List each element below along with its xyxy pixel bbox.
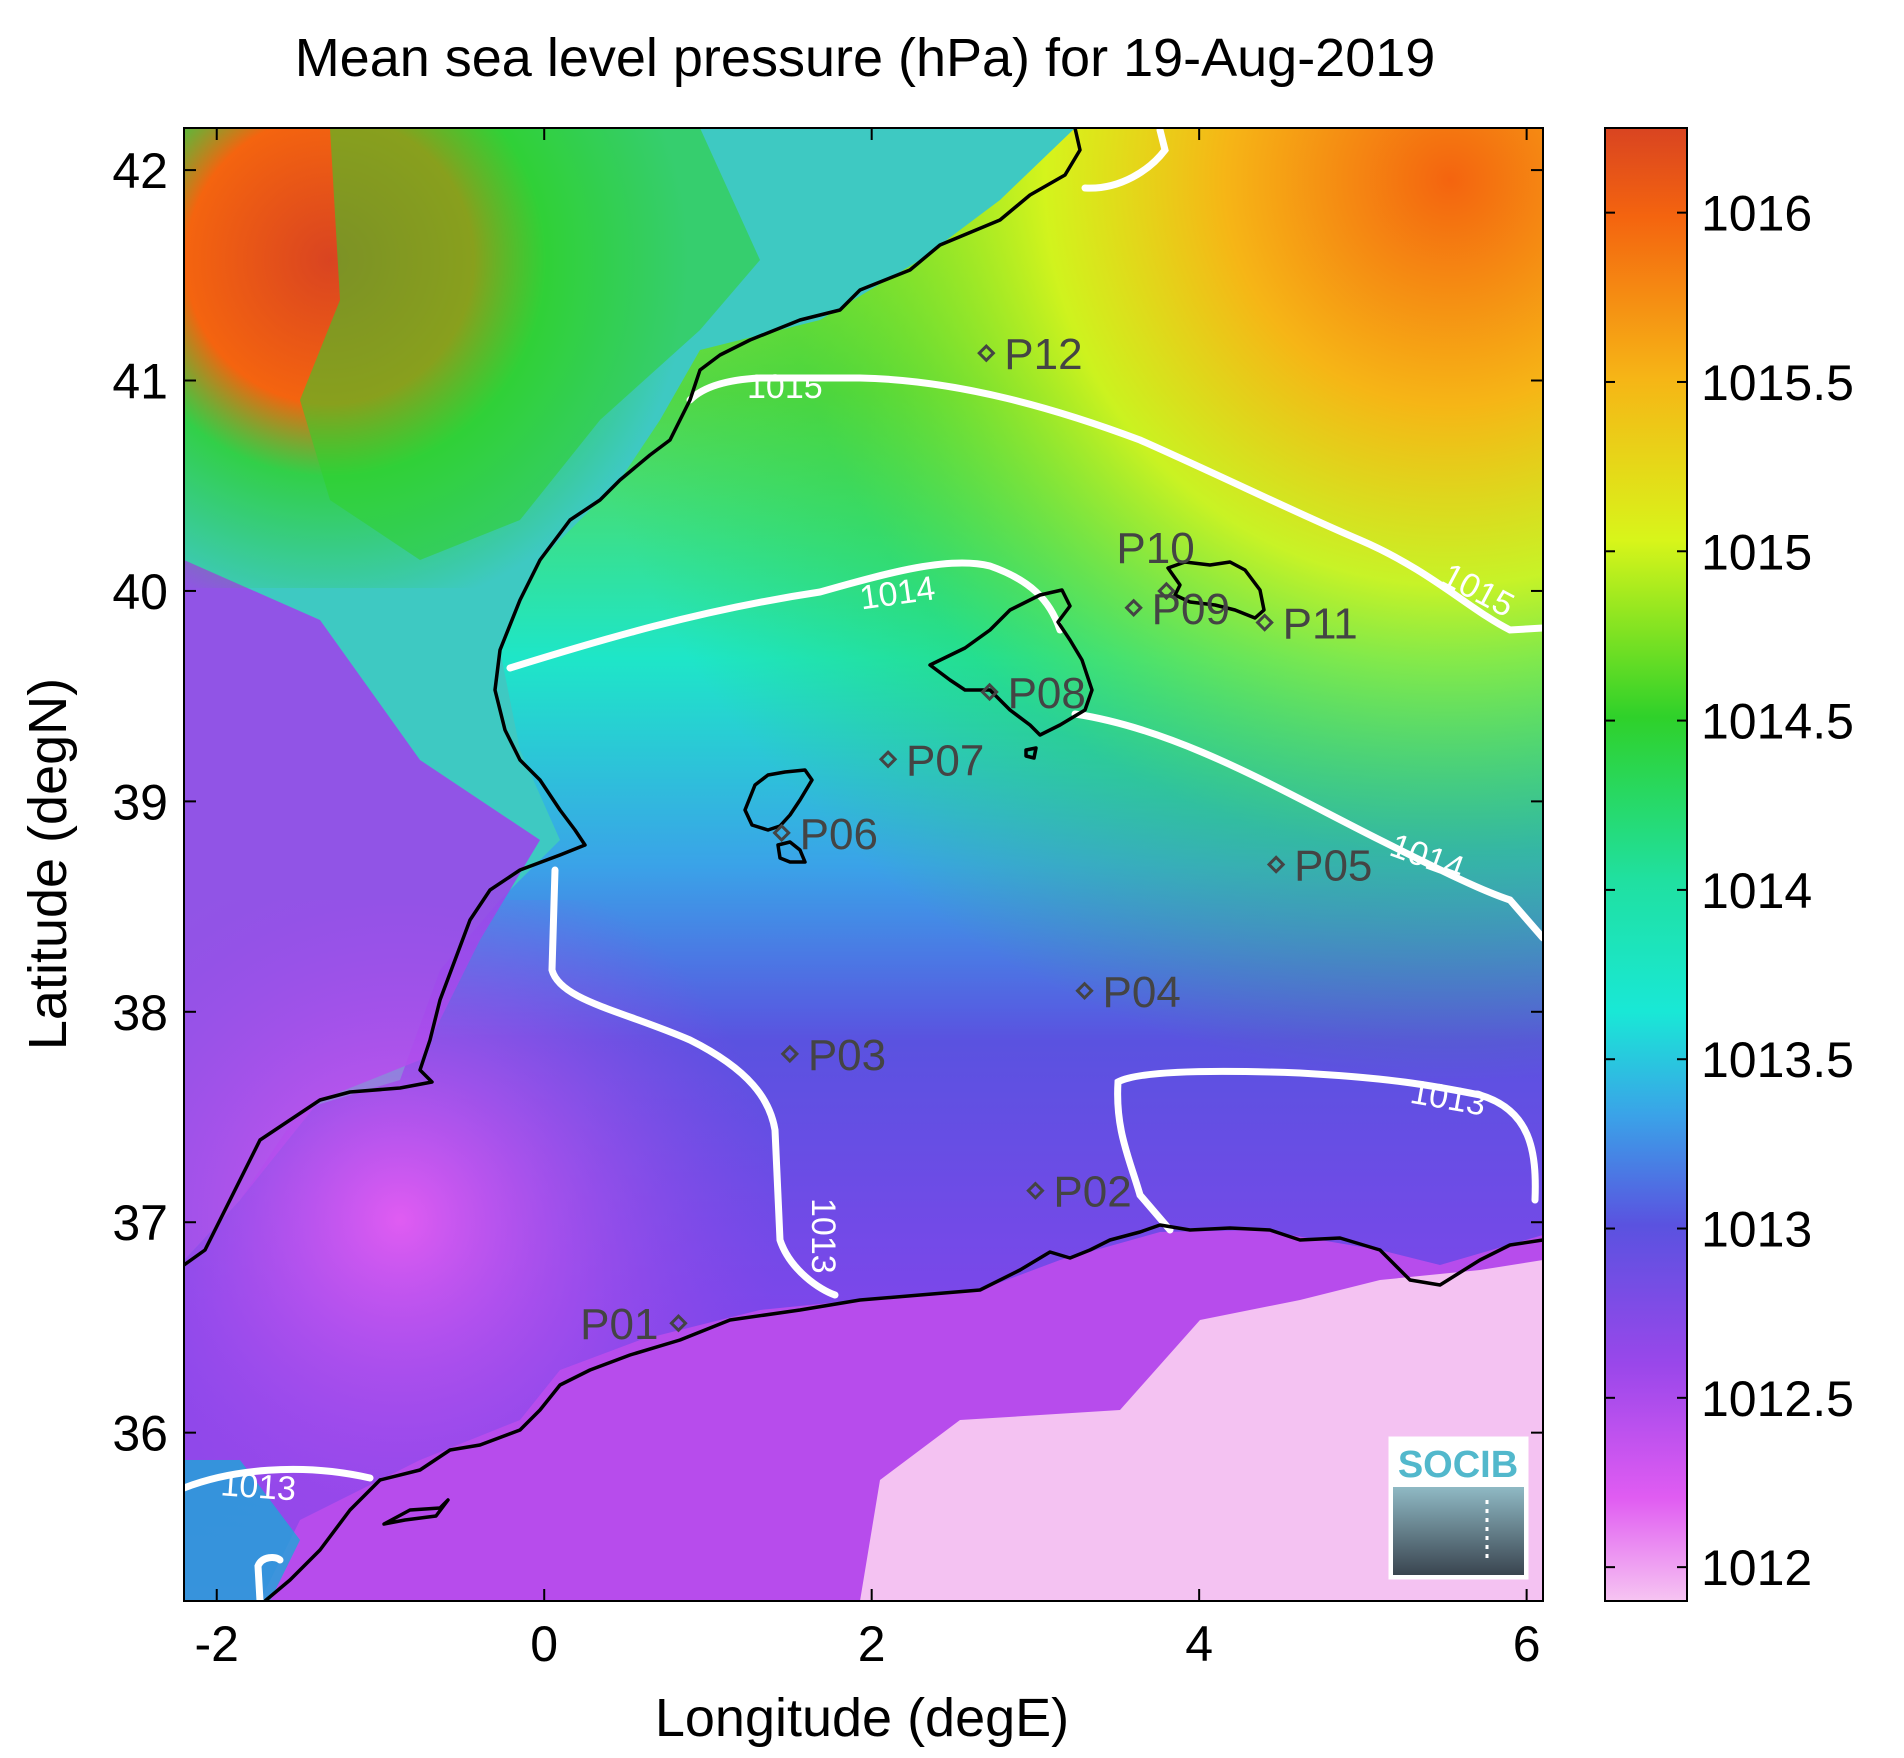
station-p01: P01 <box>580 1300 688 1349</box>
sw-corner-patch <box>184 1460 300 1601</box>
station-marker <box>772 823 791 843</box>
station-p02: P02 <box>1026 1168 1132 1217</box>
station-marker <box>1157 581 1176 601</box>
map-field <box>184 128 1543 1601</box>
station-label: P11 <box>1283 600 1358 649</box>
colorbar-tick-label: 1013 <box>1701 1202 1812 1258</box>
station-p09: P09 <box>1124 585 1230 634</box>
formentera-coastline <box>776 840 807 864</box>
x-tick-label: 2 <box>858 1616 886 1672</box>
station-p04: P04 <box>1075 968 1181 1017</box>
station-label: P05 <box>1294 842 1372 891</box>
y-tick-label: 38 <box>112 985 168 1041</box>
sw-coastline-fragment <box>382 1498 450 1526</box>
colorbar-ticks: 1012 1012.5 1013 1013.5 1014 1014.5 1015 1015.5… <box>1605 186 1854 1596</box>
contour-1014-north <box>506 559 1064 672</box>
y-tick-label: 41 <box>112 354 168 410</box>
y-tick-label: 42 <box>112 143 168 199</box>
contour-label-1015-a: 1015 <box>747 368 823 406</box>
station-p03: P03 <box>780 1031 886 1080</box>
colorbar-tick-label: 1012 <box>1701 1540 1812 1596</box>
x-axis: -2 0 2 4 6 <box>195 128 1541 1672</box>
station-label: P08 <box>1008 669 1086 718</box>
iberia-green-band <box>300 128 760 560</box>
x-tick-label: 6 <box>1513 1616 1541 1672</box>
stations: P01 P02 P03 P04 P05 P06 P07 P08 P09 P10 P11 P12 <box>580 330 1372 1349</box>
menorca-coastline <box>1166 560 1266 620</box>
chart-title: Mean sea level pressure (hPa) for 19-Aug… <box>295 28 1436 88</box>
colorbar-gradient <box>1604 127 1688 1602</box>
station-marker <box>878 750 898 769</box>
contour-1015-corner <box>1081 128 1169 192</box>
contour-1014-east <box>1071 710 1543 942</box>
socib-logo: SOCIB <box>1388 1436 1529 1580</box>
iberia-coastline <box>184 128 1082 1267</box>
station-p06: P06 <box>772 810 878 859</box>
y-tick-label: 39 <box>112 774 168 830</box>
contour-label-1013-c: 1013 <box>219 1465 297 1508</box>
station-marker <box>1124 598 1143 617</box>
colorbar-tick-label: 1015.5 <box>1701 355 1854 411</box>
colorbar-tick-label: 1014 <box>1701 863 1812 919</box>
colorbar-tick-label: 1015 <box>1701 524 1812 580</box>
station-label: P12 <box>1004 330 1082 379</box>
colorbar: 1012 1012.5 1013 1013.5 1014 1014.5 1015 1015.5… <box>1604 127 1854 1602</box>
map-frame <box>183 127 1544 1602</box>
contour-1013-east <box>1114 1067 1539 1234</box>
station-marker <box>1266 855 1286 874</box>
y-axis-label: Latitude (degN) <box>18 678 78 1050</box>
station-p12: P12 <box>977 330 1083 379</box>
station-marker <box>977 343 996 363</box>
colorbar-tick-label: 1016 <box>1701 186 1812 242</box>
station-label: P06 <box>800 810 878 859</box>
station-marker <box>1255 613 1274 632</box>
logo-text: SOCIB <box>1398 1444 1518 1486</box>
contour-1013-southwest <box>184 1465 374 1492</box>
africa-pale-area <box>860 1260 1543 1601</box>
colorbar-tick-label: 1013.5 <box>1701 1032 1854 1088</box>
pressure-contours <box>184 128 1543 1601</box>
station-marker <box>780 1044 800 1064</box>
y-tick-label: 36 <box>112 1406 168 1462</box>
station-label: P01 <box>580 1300 658 1349</box>
station-label: P03 <box>808 1031 886 1080</box>
station-marker <box>1026 1181 1045 1200</box>
colorbar-tick-label: 1014.5 <box>1701 694 1854 750</box>
station-p08: P08 <box>980 669 1086 718</box>
contour-1013-west <box>548 866 839 1299</box>
y-tick-label: 40 <box>112 564 168 620</box>
coastlines <box>184 128 1543 1601</box>
africa-coastline <box>263 1223 1543 1601</box>
x-tick-label: -2 <box>195 1616 239 1672</box>
y-tick-label: 37 <box>112 1195 168 1251</box>
logo-image <box>1393 1487 1524 1575</box>
station-marker <box>980 682 999 702</box>
station-label: P07 <box>906 736 984 785</box>
x-tick-label: 4 <box>1185 1616 1213 1672</box>
x-axis-label: Longitude (degE) <box>655 1688 1069 1748</box>
y-axis: 36 37 38 39 40 41 42 <box>112 143 1543 1462</box>
station-p11: P11 <box>1255 600 1358 649</box>
station-label: P02 <box>1053 1168 1131 1217</box>
station-p07: P07 <box>878 736 984 785</box>
colorbar-tick-label: 1012.5 <box>1701 1371 1854 1427</box>
station-p05: P05 <box>1266 842 1372 891</box>
contour-1015-north <box>686 374 1543 634</box>
station-label: P09 <box>1152 585 1230 634</box>
cabrera-coastline <box>1024 746 1038 760</box>
station-p10: P10 <box>1116 524 1195 601</box>
contour-label-1013-a: 1013 <box>804 1198 842 1274</box>
contour-1013-sw-corner <box>254 1554 284 1601</box>
station-marker <box>669 1314 688 1333</box>
station-label: P10 <box>1116 524 1194 573</box>
station-marker <box>1075 981 1094 1000</box>
x-tick-label: 0 <box>530 1616 558 1672</box>
station-label: P04 <box>1103 968 1181 1017</box>
ibiza-coastline <box>743 768 814 832</box>
